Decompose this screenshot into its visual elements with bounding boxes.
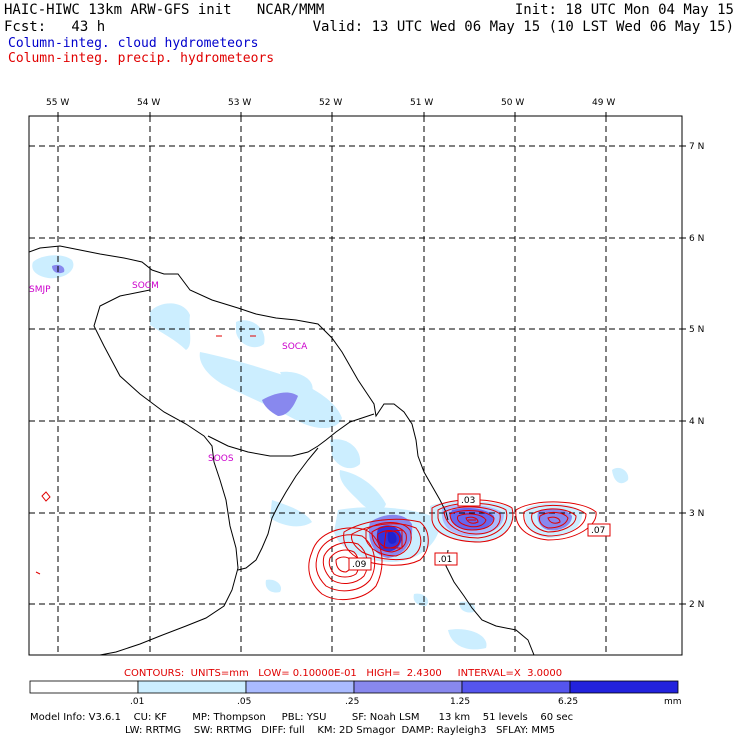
colorbar-segment-1 <box>137 680 247 694</box>
contour-label-01: .01 <box>434 552 458 566</box>
contour-label-03: .03 <box>457 493 481 507</box>
lon-label-52w: 52 W <box>319 98 342 108</box>
lon-label-54w: 54 W <box>137 98 160 108</box>
colorbar-segment-2 <box>245 680 355 694</box>
station-socm: SOCM <box>132 281 159 291</box>
lon-label-50w: 50 W <box>501 98 524 108</box>
svg-text:.01: .01 <box>438 555 452 565</box>
lat-label-3n: 3 N <box>689 509 704 519</box>
colorbar-segment-0 <box>29 680 139 694</box>
lat-label-7n: 7 N <box>689 142 704 152</box>
axis-ticks <box>57 112 686 605</box>
lat-label-5n: 5 N <box>689 325 704 335</box>
lon-label-53w: 53 W <box>228 98 251 108</box>
svg-text:.07: .07 <box>591 526 605 536</box>
lat-label-2n: 2 N <box>689 600 704 610</box>
model-info-line2: LW: RRTMG SW: RRTMG DIFF: full KM: 2D Sm… <box>125 725 555 736</box>
lat-label-6n: 6 N <box>689 234 704 244</box>
lat-label-4n: 4 N <box>689 417 704 427</box>
precip-contours <box>35 335 597 601</box>
colorbar-tick-3: 1.25 <box>450 697 470 707</box>
lon-label-49w: 49 W <box>592 98 615 108</box>
colorbar-segment-3 <box>353 680 463 694</box>
colorbar-segment-4 <box>461 680 571 694</box>
header-valid-time: Valid: 13 UTC Wed 06 May 15 (10 LST Wed … <box>312 19 734 35</box>
contour-info: CONTOURS: UNITS=mm LOW= 0.10000E-01 HIGH… <box>124 668 563 679</box>
station-soca: SOCA <box>282 342 308 352</box>
lat-lon-grid <box>29 116 682 655</box>
lon-label-55w: 55 W <box>46 98 69 108</box>
contour-label-07: .07 <box>587 523 611 537</box>
station-soos: SOOS <box>208 454 234 464</box>
header-title: HAIC-HIWC 13km ARW-GFS init NCAR/MMM <box>4 2 325 18</box>
lon-label-51w: 51 W <box>410 98 433 108</box>
colorbar-tick-2: .25 <box>345 697 359 707</box>
station-smjp: SMJP <box>29 285 51 295</box>
legend-precip-hydrometeors: Column-integ. precip. hydrometeors <box>8 51 275 66</box>
svg-text:.03: .03 <box>461 496 475 506</box>
colorbar-tick-0: .01 <box>130 697 144 707</box>
map-frame <box>28 115 683 656</box>
contour-label-09: .09 <box>348 557 372 571</box>
legend-cloud-hydrometeors: Column-integ. cloud hydrometeors <box>8 36 259 51</box>
colorbar-tick-4: 6.25 <box>558 697 578 707</box>
header-init-time: Init: 18 UTC Mon 04 May 15 <box>514 2 734 18</box>
svg-text:.09: .09 <box>352 560 367 570</box>
colorbar-tick-1: .05 <box>237 697 251 707</box>
colorbar: .01 .05 .25 1.25 6.25 mm <box>29 680 682 707</box>
colorbar-units: mm <box>664 697 682 707</box>
cloud-shading <box>32 255 629 650</box>
header-forecast-hour: Fcst: 43 h <box>4 19 106 35</box>
model-info-line1: Model Info: V3.6.1 CU: KF MP: Thompson P… <box>30 712 574 723</box>
colorbar-segment-5 <box>569 680 679 694</box>
coastline <box>29 245 535 655</box>
